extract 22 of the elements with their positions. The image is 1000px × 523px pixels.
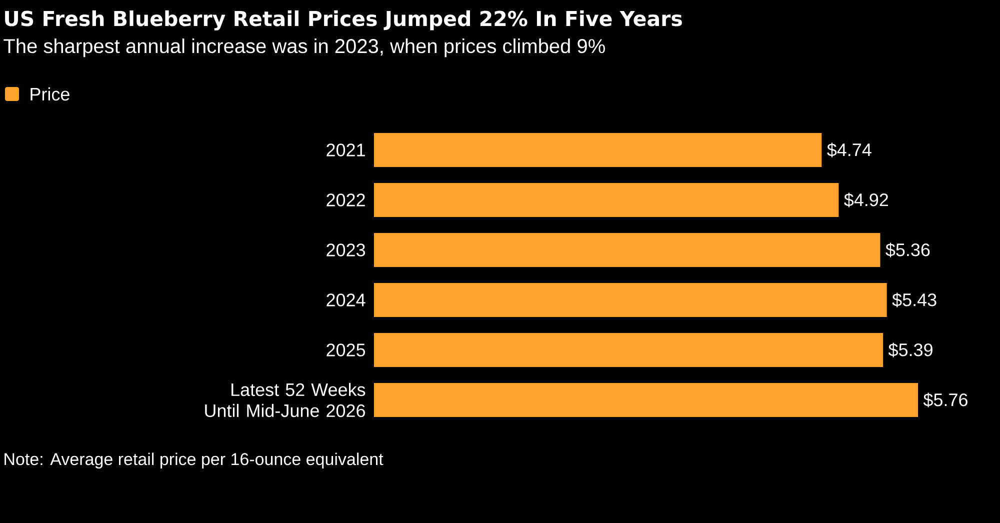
bar — [374, 133, 822, 167]
data-label: $4.92 — [844, 192, 888, 208]
y-tick-label: Latest 52 Weeks Until Mid-June 2026 — [205, 382, 366, 418]
data-label: $4.74 — [827, 142, 872, 158]
y-tick-label: 2022 — [326, 194, 365, 206]
data-label: $5.39 — [888, 342, 932, 358]
data-label: $5.76 — [923, 392, 968, 408]
data-label: $5.43 — [892, 292, 936, 308]
chart-title: US Fresh Blueberry Retail Prices Jumped 22% In Five Years — [5, 10, 682, 30]
chart-subtitle: The sharpest annual increase was in 2023, when prices climbed 9% — [4, 38, 605, 58]
bar — [374, 383, 918, 418]
bar — [374, 233, 880, 268]
y-tick-label: 2024 — [326, 294, 366, 306]
y-tick-label: 2021 — [326, 144, 365, 156]
data-label: $5.36 — [886, 242, 930, 258]
bar — [374, 333, 884, 368]
bar — [374, 183, 839, 218]
y-tick-label: 2025 — [326, 344, 366, 356]
legend-label: Price — [30, 87, 70, 101]
bar — [374, 283, 887, 317]
text: Note: Average retail price per 16-ounce equivalent — [4, 452, 384, 469]
y-tick-label: 2023 — [326, 244, 366, 256]
